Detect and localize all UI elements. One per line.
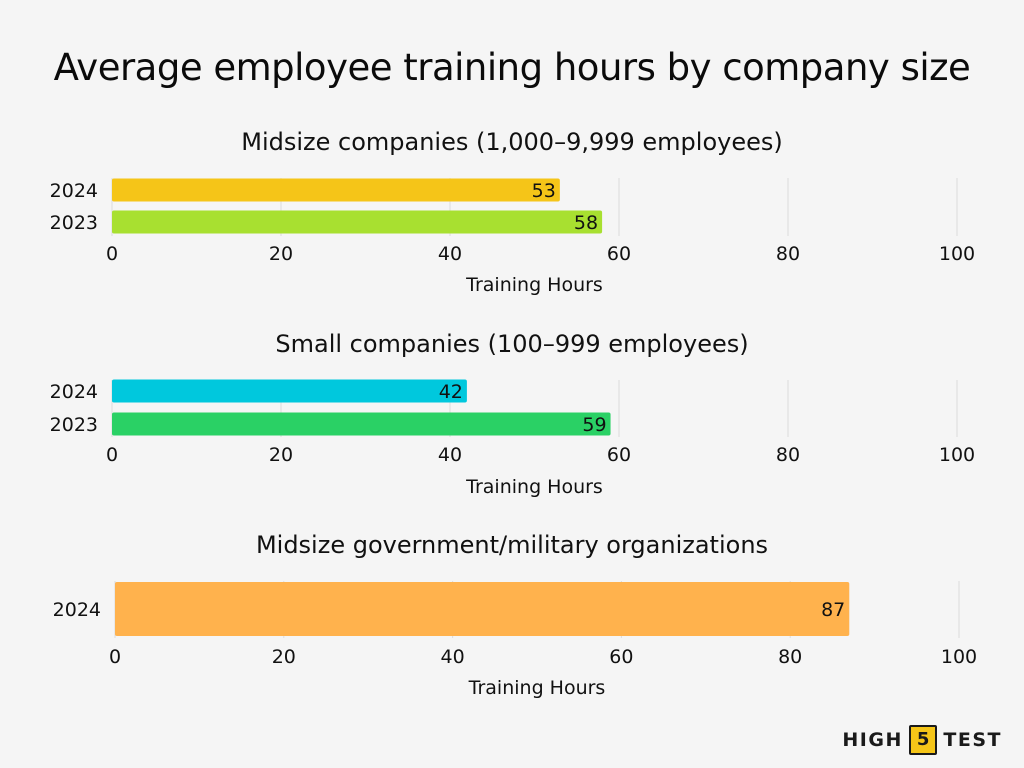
chart-1-tick-label-0: 0 bbox=[106, 243, 118, 265]
chart-1-value-label-2023: 58 bbox=[574, 212, 598, 234]
chart-2-x-axis-label: Training Hours bbox=[465, 476, 603, 498]
chart-1-value-label-2024: 53 bbox=[532, 180, 556, 202]
chart-3-tick-label-1: 20 bbox=[272, 646, 296, 668]
chart-3-tick-label-5: 100 bbox=[941, 646, 977, 668]
chart-1-tick-label-4: 80 bbox=[776, 243, 800, 265]
chart-1-tick-label-5: 100 bbox=[939, 243, 975, 265]
chart-3-title: Midsize government/military organization… bbox=[255, 531, 769, 559]
chart-2-title: Small companies (100–999 employees) bbox=[275, 330, 749, 358]
brand-right-text: TEST bbox=[943, 729, 1002, 751]
chart-3-category-label-2024: 2024 bbox=[53, 599, 101, 621]
chart-3-x-axis-label: Training Hours bbox=[468, 677, 606, 699]
brand-left-text: HIGH bbox=[842, 729, 903, 751]
chart-1-tick-label-1: 20 bbox=[269, 243, 293, 265]
chart-1-x-axis-label: Training Hours bbox=[465, 274, 603, 296]
main-title: Average employee training hours by compa… bbox=[53, 46, 971, 89]
chart-3-bar-2024 bbox=[115, 582, 850, 636]
chart-2-category-label-2023: 2023 bbox=[50, 414, 98, 436]
chart-1-category-label-2024: 2024 bbox=[50, 180, 98, 202]
chart-1-bar-2024 bbox=[112, 178, 560, 202]
chart-2-value-label-2024: 42 bbox=[439, 381, 463, 403]
chart-3-tick-label-2: 40 bbox=[441, 646, 465, 668]
chart-3-tick-label-3: 60 bbox=[609, 646, 633, 668]
chart-2-category-label-2024: 2024 bbox=[50, 381, 98, 403]
chart-1-bar-2023 bbox=[112, 210, 603, 234]
chart-2-tick-label-1: 20 bbox=[269, 444, 293, 466]
chart-1-tick-label-3: 60 bbox=[607, 243, 631, 265]
brand-logo: HIGH 5 TEST bbox=[842, 725, 1002, 755]
chart-3-tick-label-0: 0 bbox=[109, 646, 121, 668]
chart-2-bar-2023 bbox=[112, 412, 611, 436]
chart-3-tick-label-4: 80 bbox=[778, 646, 802, 668]
chart-2-tick-label-3: 60 bbox=[607, 444, 631, 466]
chart-1-category-label-2023: 2023 bbox=[50, 212, 98, 234]
chart-2-tick-label-5: 100 bbox=[939, 444, 975, 466]
brand-number-box: 5 bbox=[908, 725, 938, 755]
chart-2-value-label-2023: 59 bbox=[582, 414, 606, 436]
chart-2-tick-label-0: 0 bbox=[106, 444, 118, 466]
chart-1-title: Midsize companies (1,000–9,999 employees… bbox=[241, 128, 783, 156]
chart-2-bar-2024 bbox=[112, 379, 467, 403]
chart-2-tick-label-2: 40 bbox=[438, 444, 462, 466]
chart-1-tick-label-2: 40 bbox=[438, 243, 462, 265]
chart-2-tick-label-4: 80 bbox=[776, 444, 800, 466]
chart-3-value-label-2024: 87 bbox=[821, 599, 845, 621]
